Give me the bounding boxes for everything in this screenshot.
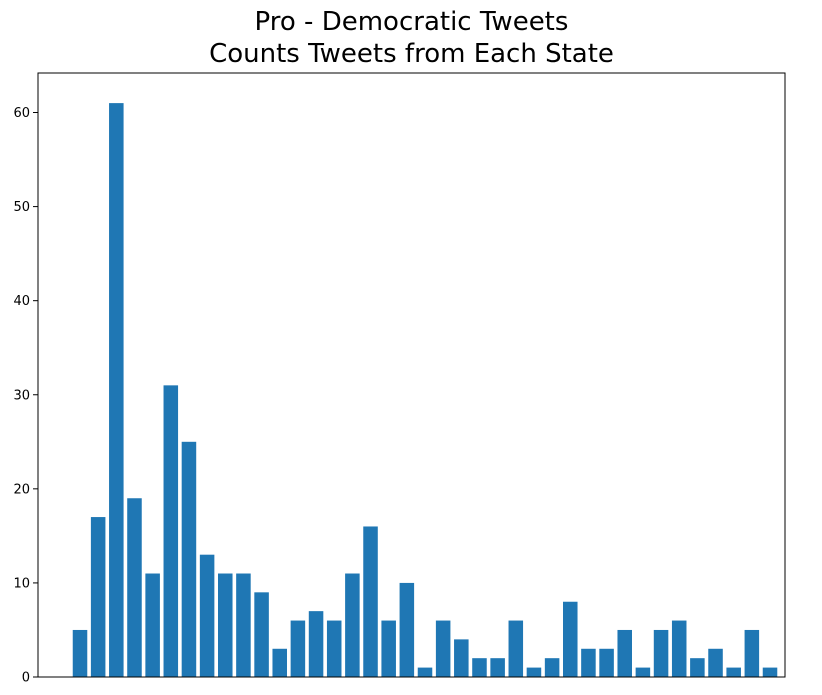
bar-18 (399, 582, 415, 677)
bar-32 (653, 629, 669, 677)
bar-21 (454, 639, 469, 677)
bar-10 (254, 592, 269, 677)
bar-33 (671, 620, 687, 677)
y-tick-label: 30 (13, 388, 30, 403)
bar-0 (72, 629, 88, 677)
plot-frame (37, 72, 786, 678)
bar-25 (526, 667, 542, 677)
bar-23 (490, 658, 505, 677)
bar-17 (381, 620, 396, 677)
y-tick-label: 50 (13, 200, 30, 215)
bar-7 (199, 554, 215, 677)
y-tick-label: 20 (13, 482, 30, 497)
chart-title-line-2: Counts Tweets from Each State (209, 39, 614, 69)
bars-group (72, 103, 778, 678)
bar-1 (90, 517, 106, 677)
bar-36 (726, 667, 741, 677)
bar-31 (635, 667, 651, 677)
bar-22 (472, 658, 487, 677)
bar-26 (544, 658, 560, 677)
bar-14 (326, 620, 342, 677)
y-axis: 0 10 20 30 40 50 60 (13, 106, 38, 686)
bar-13 (308, 611, 324, 677)
bar-29 (599, 648, 614, 677)
bar-30 (617, 629, 632, 677)
bar-19 (417, 667, 433, 677)
y-tick-label: 60 (13, 106, 30, 121)
chart-title-line-1: Pro - Democratic Tweets (254, 7, 569, 37)
bar-34 (690, 658, 705, 677)
bar-35 (708, 648, 723, 677)
bar-9 (236, 573, 251, 677)
y-tick-label: 0 (22, 671, 30, 686)
bar-8 (218, 573, 233, 677)
bar-5 (163, 385, 179, 677)
bar-11 (272, 648, 287, 677)
bar-24 (508, 620, 524, 677)
bar-28 (581, 648, 596, 677)
bar-2 (109, 103, 124, 678)
bar-3 (127, 498, 142, 677)
y-tick-label: 40 (13, 294, 30, 309)
bar-27 (563, 601, 578, 677)
bar-15 (345, 573, 360, 677)
bar-37 (744, 629, 760, 677)
bar-12 (290, 620, 306, 677)
bar-6 (181, 441, 197, 677)
bar-4 (145, 573, 160, 677)
bar-38 (762, 667, 778, 677)
bar-20 (435, 620, 451, 677)
y-tick-label: 10 (13, 576, 30, 591)
bar-16 (363, 526, 378, 677)
